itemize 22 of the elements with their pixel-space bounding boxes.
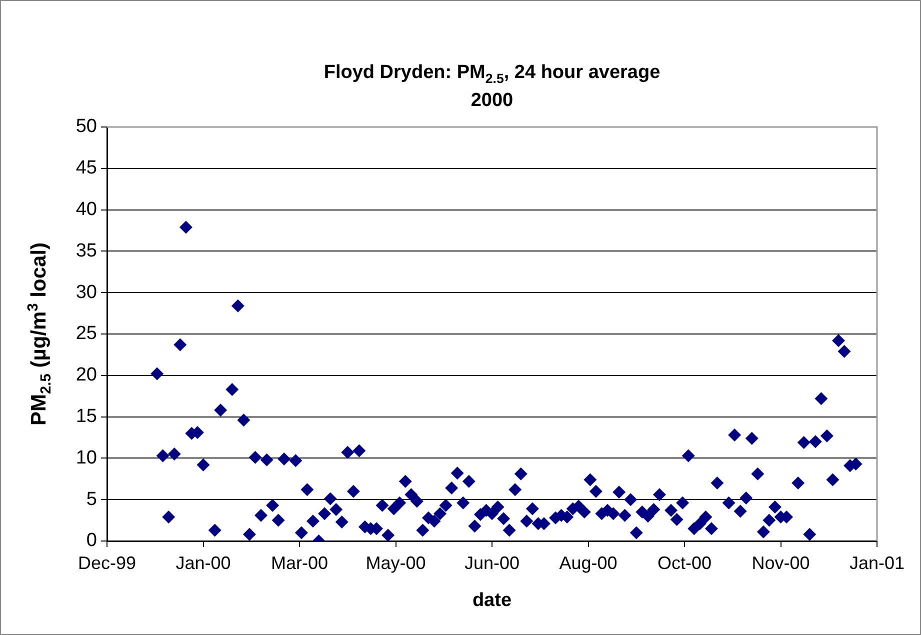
y-tick-label: 35 (76, 240, 97, 262)
y-tick-label: 45 (76, 158, 97, 179)
y-tick-label: 0 (86, 530, 97, 552)
x-axis-title: date (471, 590, 513, 612)
x-tick-label: May-00 (366, 552, 426, 573)
x-tick-label: Dec-99 (78, 552, 136, 573)
x-tick-label: Mar-00 (270, 552, 328, 573)
y-tick-label: 15 (76, 406, 97, 428)
x-tick-label: Jun-00 (464, 552, 520, 573)
chart-title: Floyd Dryden: PM$_{2.5}$, 24 hour average 2000 (322, 62, 662, 112)
y-tick-label: 30 (76, 282, 97, 303)
x-tick-label: Oct-00 (657, 552, 712, 573)
x-tick-label: Jan-01 (849, 552, 905, 573)
y-tick-label: 5 (86, 488, 97, 510)
x-tick-label: Aug-00 (559, 552, 618, 573)
y-tick-label: 25 (76, 323, 97, 344)
y-tick-label: 20 (76, 364, 97, 386)
x-tick-label: Nov-00 (752, 552, 810, 573)
y-tick-label: 10 (76, 447, 97, 468)
y-tick-label: 40 (76, 199, 97, 220)
x-tick-label: Jan-00 (176, 552, 231, 573)
y-tick-label: 50 (76, 116, 97, 138)
